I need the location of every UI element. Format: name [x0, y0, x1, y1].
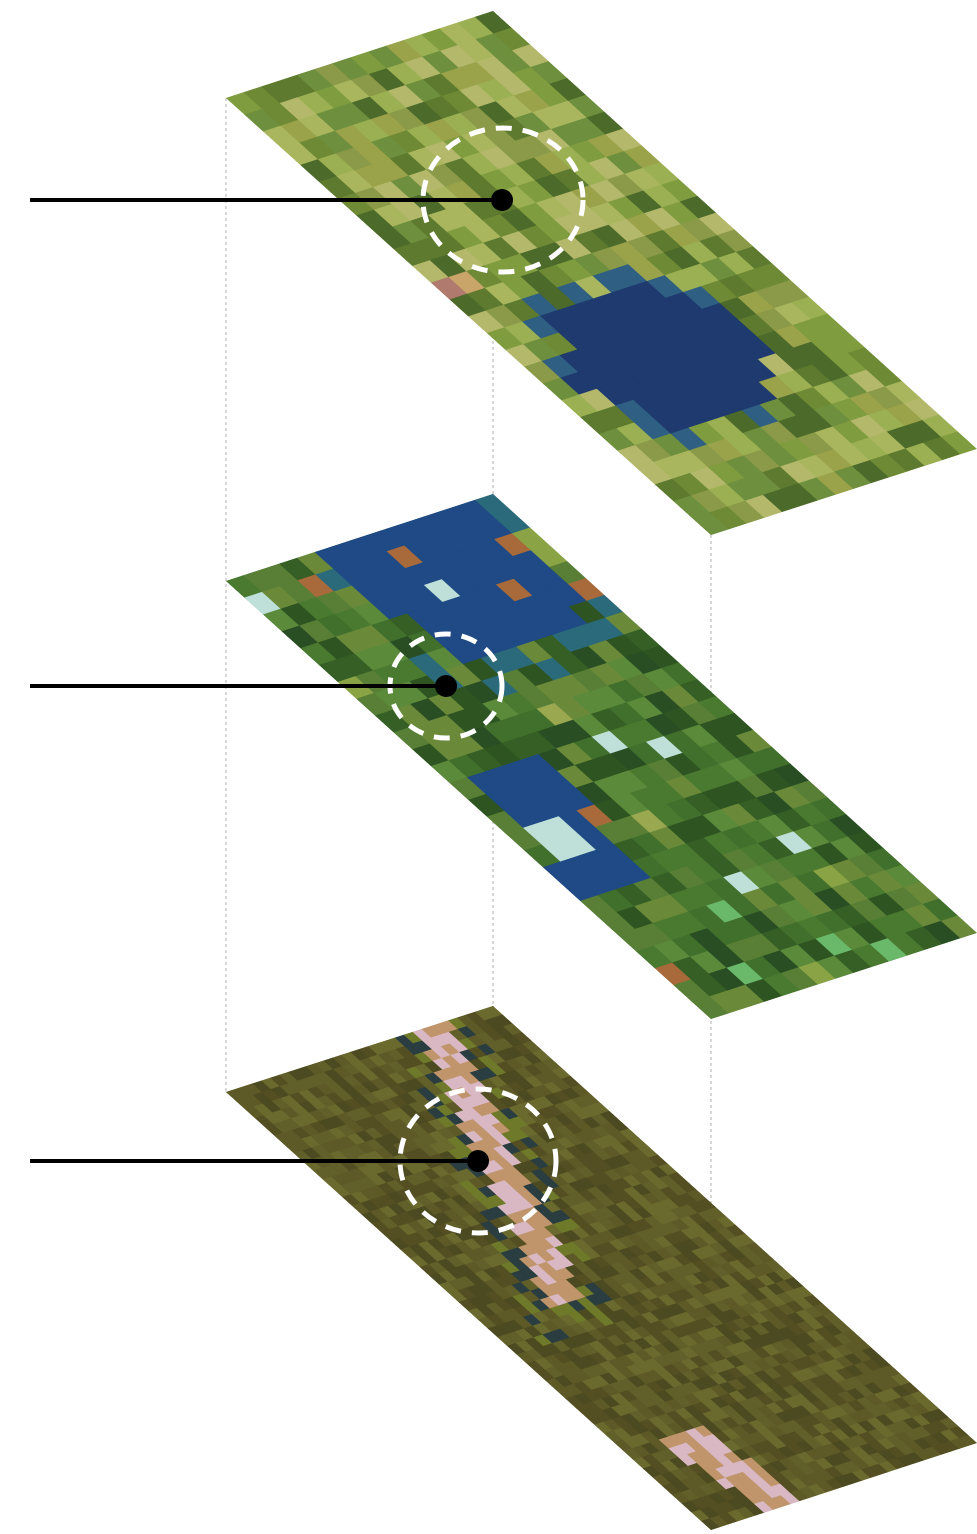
callout-1: [30, 125, 586, 275]
highlight-ring: [397, 1086, 559, 1236]
callout-3: [30, 1086, 559, 1236]
callout-group: [30, 125, 586, 1236]
location-marker: [435, 675, 457, 697]
layer-2: [226, 494, 977, 1019]
location-marker: [467, 1150, 489, 1172]
layer-2-tile: [226, 494, 977, 1019]
layer-1-tile: [226, 11, 977, 535]
layer-1: [226, 11, 977, 535]
layer-3: [226, 1006, 977, 1530]
highlight-ring: [420, 125, 586, 275]
layer-stack: [226, 11, 977, 1530]
location-marker: [491, 189, 513, 211]
callout-2: [30, 631, 505, 741]
layer-3-tile: [226, 1006, 977, 1530]
